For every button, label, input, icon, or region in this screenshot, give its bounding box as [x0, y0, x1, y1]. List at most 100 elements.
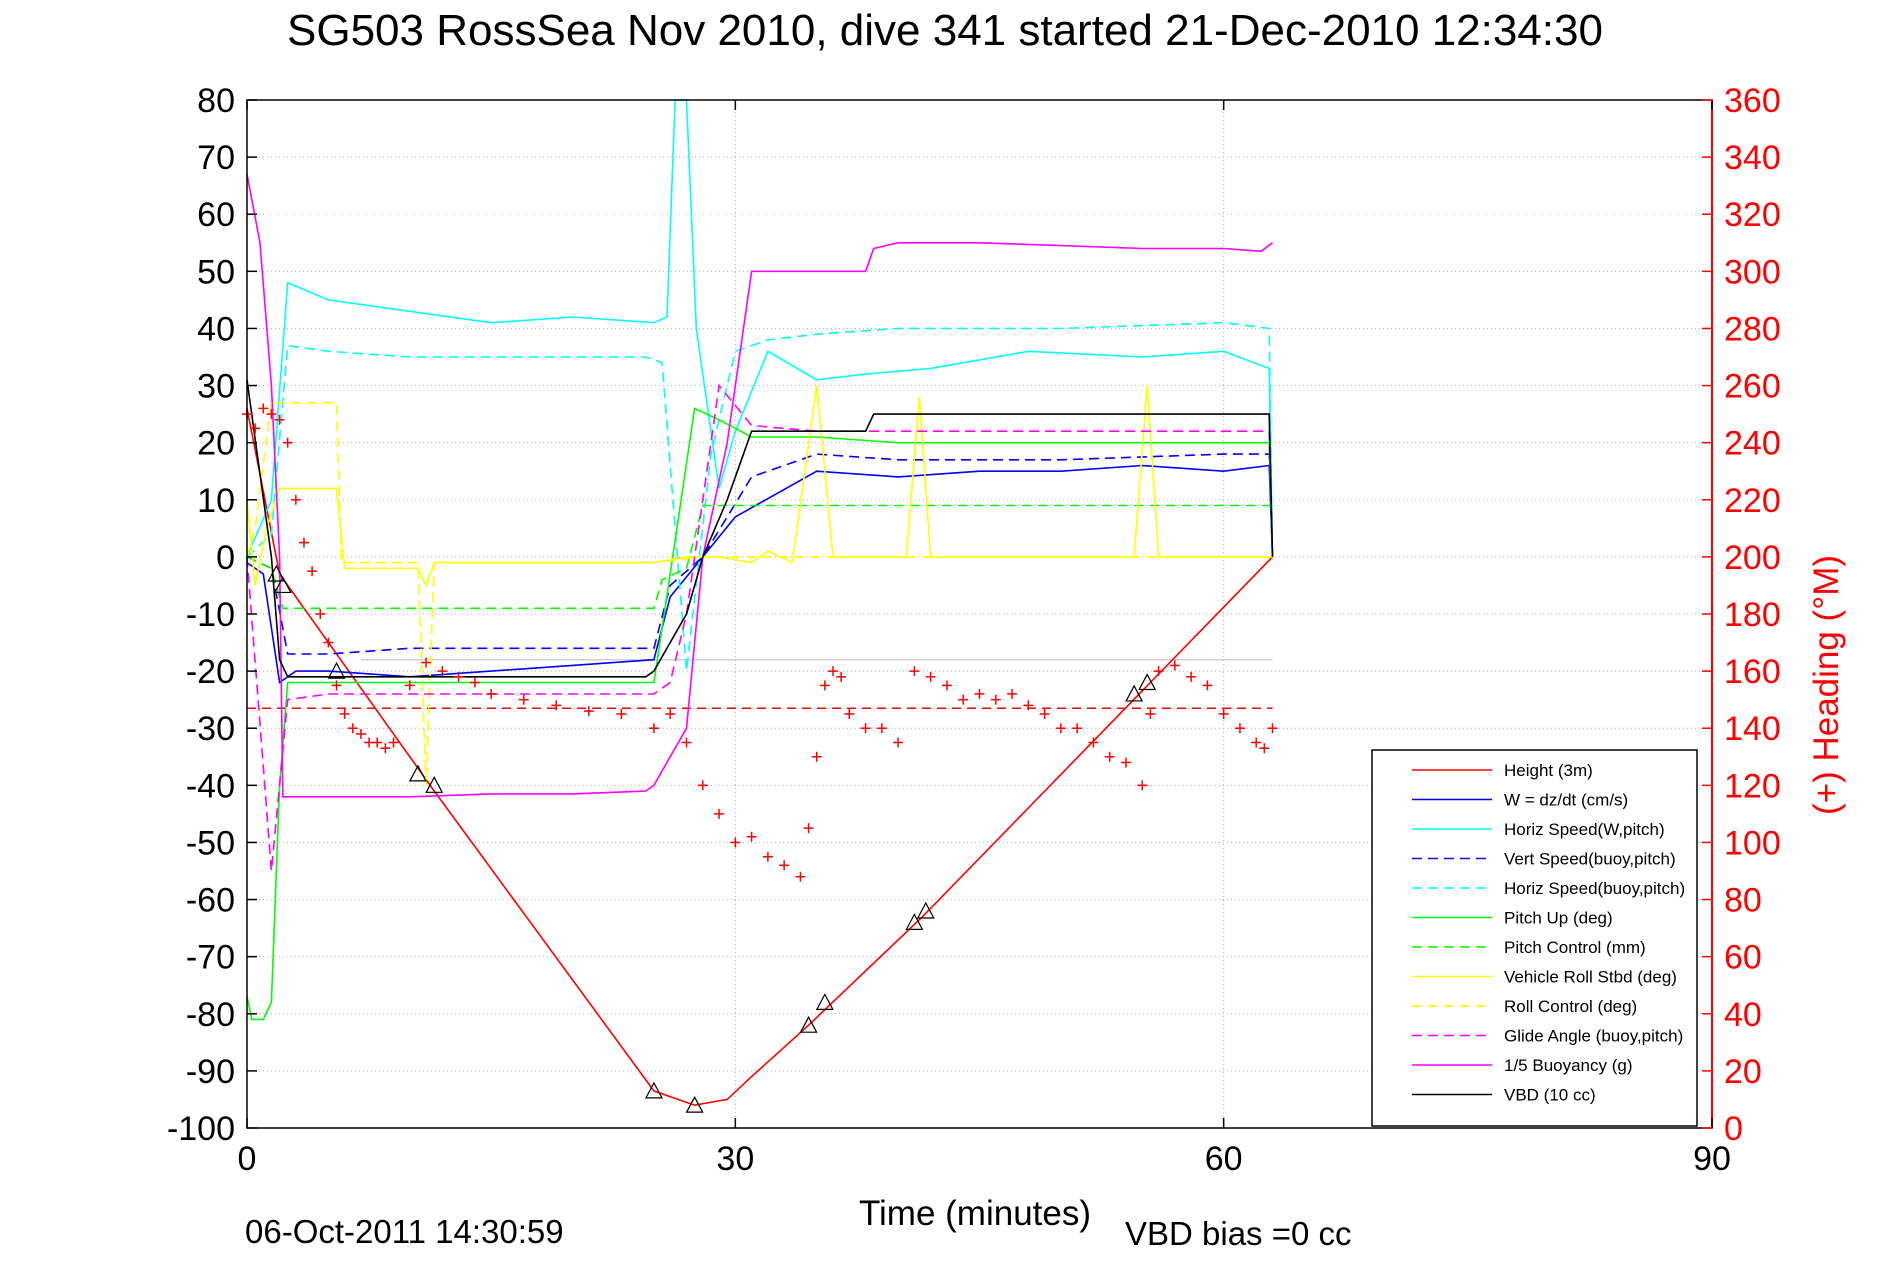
- heading-point: [803, 823, 814, 834]
- heading-point: [1234, 723, 1245, 734]
- series-line-4: [246, 321, 1274, 672]
- triangle-marker: [327, 661, 346, 679]
- y-tick-label: -60: [186, 882, 235, 920]
- heading-point: [779, 860, 790, 871]
- heading-point: [331, 680, 342, 691]
- triangle-marker: [644, 1081, 663, 1099]
- legend-entry: Horiz Speed(buoy,pitch): [1504, 879, 1685, 898]
- heading-point: [266, 409, 277, 420]
- y-tick-label: 10: [197, 482, 235, 520]
- series-line-0: [246, 408, 1274, 1107]
- y2-tick-label: 220: [1724, 482, 1781, 520]
- reference-lines: [247, 658, 1273, 709]
- heading-point: [1104, 751, 1115, 762]
- legend-box: [1371, 749, 1698, 1127]
- series-line-9: [246, 383, 1274, 872]
- legend: Height (3m) W = dz/dt (cm/s) Horiz Speed(W…: [1371, 749, 1698, 1127]
- heading-point: [648, 723, 659, 734]
- heading-point: [681, 737, 692, 748]
- heading-point: [1186, 671, 1197, 682]
- y2-tick-label: 120: [1724, 767, 1781, 805]
- heading-point: [1023, 700, 1034, 711]
- heading-point: [307, 566, 318, 577]
- heading-point: [372, 737, 383, 748]
- y-tick-label: -70: [186, 939, 235, 977]
- y2-tick-label: 320: [1724, 196, 1781, 234]
- heading-point: [315, 609, 326, 619]
- y-tick-label: 60: [197, 196, 235, 234]
- heading-point: [811, 751, 822, 762]
- heading-point: [1039, 708, 1050, 719]
- y-tick-label: 0: [216, 539, 235, 577]
- heading-point: [1145, 708, 1156, 719]
- heading-point: [421, 657, 432, 668]
- y2-tick-label: 160: [1724, 653, 1781, 691]
- heading-point: [551, 700, 562, 711]
- heading-point: [258, 403, 269, 414]
- heading-point: [909, 666, 920, 677]
- y2-axis-ticks: 3603403203002802602402202001801601401201…: [1702, 82, 1781, 1148]
- y2-tick-label: 260: [1724, 368, 1781, 406]
- y2-tick-label: 180: [1724, 596, 1781, 634]
- heading-point: [714, 808, 725, 819]
- triangle-marker: [916, 901, 935, 919]
- heading-point: [355, 728, 366, 739]
- legend-entry: Height (3m): [1504, 761, 1593, 780]
- heading-point: [1088, 737, 1099, 748]
- triangle-marker: [1125, 684, 1144, 702]
- x-axis-ticks: 0 30 60 90: [238, 100, 1731, 1178]
- heading-point: [1267, 723, 1278, 734]
- heading-point: [339, 708, 350, 719]
- heading-point: [290, 494, 301, 505]
- footer-timestamp: 06-Oct-2011 14:30:59: [245, 1213, 564, 1250]
- triangle-marker: [905, 913, 924, 931]
- triangle-marker: [799, 1015, 818, 1033]
- heading-point: [469, 677, 480, 688]
- legend-entry: W = dz/dt (cm/s): [1504, 791, 1628, 810]
- heading-point: [1072, 723, 1083, 734]
- heading-point: [990, 694, 1001, 705]
- heading-point: [250, 423, 261, 434]
- y-tick-label: -90: [186, 1053, 235, 1091]
- legend-entry: Horiz Speed(W,pitch): [1504, 820, 1665, 839]
- y2-tick-label: 240: [1724, 425, 1781, 463]
- legend-entry: 1/5 Buoyancy (g): [1504, 1056, 1633, 1075]
- heading-point: [1169, 660, 1180, 671]
- y-tick-label: -50: [186, 824, 235, 862]
- heading-point: [730, 837, 741, 848]
- heading-point: [795, 871, 806, 882]
- heading-point: [347, 723, 358, 734]
- heading-point: [1202, 680, 1213, 691]
- legend-entry: VBD (10 cc): [1504, 1086, 1596, 1105]
- series-line-10: [246, 174, 1273, 798]
- heading-point: [941, 680, 952, 691]
- x-tick-label: 0: [238, 1140, 257, 1178]
- y2-tick-label: 140: [1724, 710, 1781, 748]
- triangle-marker: [408, 764, 427, 782]
- heading-point: [876, 723, 887, 734]
- triangle-marker: [685, 1095, 704, 1113]
- y-tick-label: -40: [186, 767, 235, 805]
- y-tick-label: -80: [186, 996, 235, 1034]
- y2-tick-label: 100: [1724, 824, 1781, 862]
- series-line-2: [246, 99, 1274, 558]
- heading-point: [388, 737, 399, 748]
- series-line-11: [246, 379, 1274, 678]
- y-tick-label: -20: [186, 653, 235, 691]
- y2-axis-label: (+) Heading (°M): [1807, 555, 1846, 815]
- triangle-marker: [815, 993, 834, 1010]
- x-tick-label: 60: [1205, 1140, 1243, 1178]
- heading-point: [1121, 757, 1131, 768]
- legend-entry: Vert Speed(buoy,pitch): [1504, 850, 1676, 869]
- y-tick-label: -10: [186, 596, 235, 634]
- y-tick-label: 50: [197, 253, 235, 291]
- y2-tick-label: 340: [1724, 139, 1781, 177]
- triangle-markers: [267, 564, 1157, 1113]
- heading-point: [1251, 737, 1262, 748]
- y-axis-ticks: 80 70 60 50 40 30 20 10 0 -10 -20 -30 -40 -50 -60 -70 -8…: [167, 82, 257, 1148]
- heading-point: [323, 637, 334, 648]
- heading-point: [380, 743, 391, 754]
- series-line-5: [246, 407, 1274, 1021]
- heading-point: [453, 671, 464, 682]
- x-tick-label: 30: [716, 1140, 754, 1178]
